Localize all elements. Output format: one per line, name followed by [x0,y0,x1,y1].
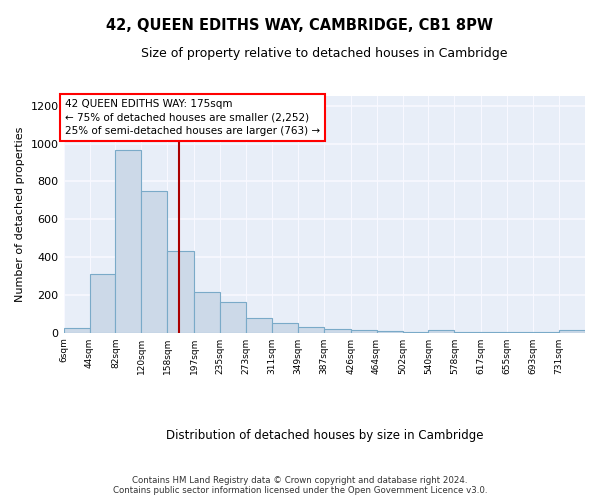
Text: 42, QUEEN EDITHS WAY, CAMBRIDGE, CB1 8PW: 42, QUEEN EDITHS WAY, CAMBRIDGE, CB1 8PW [107,18,493,32]
Bar [559,330,585,332]
Bar [142,192,167,332]
Bar [350,330,377,332]
Bar [167,252,194,332]
Bar [428,330,454,332]
Bar [324,329,350,332]
Bar [377,331,403,332]
Bar [246,318,272,332]
X-axis label: Distribution of detached houses by size in Cambridge: Distribution of detached houses by size … [166,430,483,442]
Bar [64,328,89,332]
Bar [115,150,142,332]
Bar [194,292,220,333]
Bar [220,302,246,332]
Title: Size of property relative to detached houses in Cambridge: Size of property relative to detached ho… [141,48,508,60]
Bar [89,274,115,332]
Bar [298,327,324,332]
Text: Contains HM Land Registry data © Crown copyright and database right 2024.
Contai: Contains HM Land Registry data © Crown c… [113,476,487,495]
Y-axis label: Number of detached properties: Number of detached properties [15,127,25,302]
Text: 42 QUEEN EDITHS WAY: 175sqm
← 75% of detached houses are smaller (2,252)
25% of : 42 QUEEN EDITHS WAY: 175sqm ← 75% of det… [65,99,320,136]
Bar [272,324,298,332]
